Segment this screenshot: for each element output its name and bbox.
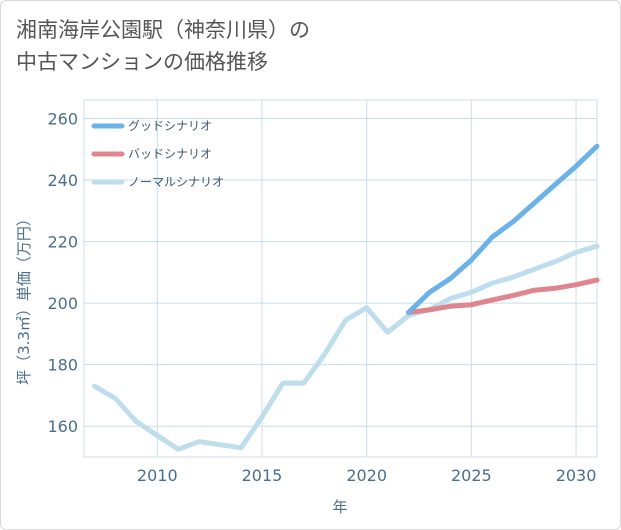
x-tick-label: 2025 [451,466,492,485]
chart-title-line1: 湘南海岸公園駅（神奈川県）の [16,18,310,42]
y-tick-label: 200 [47,294,78,313]
x-tick-label: 2015 [242,466,283,485]
tick-labels: 160 180 200 220 240 260 2010 2015 2020 2025 2030 [47,109,596,485]
y-tick-label: 260 [47,109,78,128]
grid [84,100,597,457]
y-tick-label: 220 [47,233,78,252]
y-tick-label: 240 [47,171,78,190]
x-tick-label: 2020 [346,466,387,485]
legend-label: ノーマルシナリオ [128,175,224,189]
legend-label: グッドシナリオ [128,119,212,133]
x-axis-label: 年 [332,498,347,516]
series-line-0 [406,143,600,315]
y-axis-label: 坪（3.3㎡）単価（万円） [15,211,33,385]
chart-title-line2: 中古マンションの価格推移 [16,50,268,74]
series-lines [92,143,600,452]
x-tick-label: 2030 [556,466,597,485]
legend-label: バッドシナリオ [128,147,212,161]
y-tick-label: 160 [47,417,78,436]
chart-title: 湘南海岸公園駅（神奈川県）の 中古マンションの価格推移 [16,14,576,78]
y-tick-label: 180 [47,356,78,375]
x-tick-label: 2010 [137,466,178,485]
series-line-1 [406,277,600,315]
